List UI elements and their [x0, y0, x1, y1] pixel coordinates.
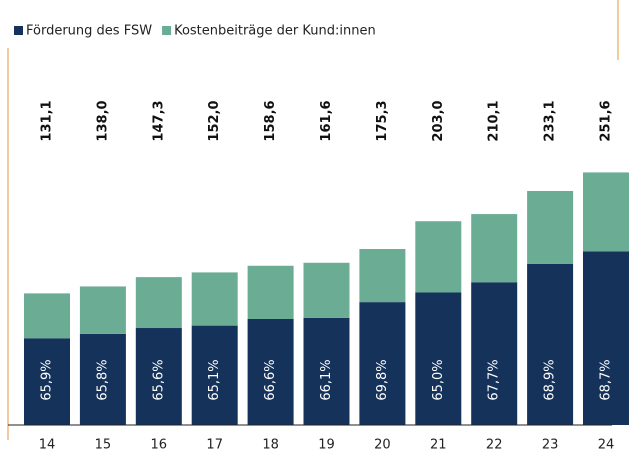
bar-segment [191, 325, 238, 425]
bar-segment [135, 328, 182, 425]
total-label: 175,3 [375, 100, 390, 141]
share-label: 69,8% [375, 359, 390, 400]
share-label: 66,6% [263, 359, 278, 400]
x-tick-label: 18 [262, 438, 279, 453]
x-tick-label: 15 [95, 438, 112, 453]
bar-segment [135, 277, 182, 329]
bar-segment [359, 249, 406, 303]
total-label: 251,6 [599, 100, 614, 141]
bar-segment [79, 286, 126, 334]
bar-segment [303, 262, 350, 318]
x-tick-label: 24 [598, 438, 615, 453]
x-tick-label: 16 [151, 438, 168, 453]
legend-label: Förderung des FSW [26, 24, 152, 39]
bar-segment [24, 293, 70, 339]
bar-segment [359, 302, 406, 425]
legend-swatch [162, 26, 172, 35]
share-label: 68,7% [599, 359, 614, 400]
share-label: 65,9% [40, 359, 55, 400]
share-label: 67,7% [487, 359, 502, 400]
legend-swatch [14, 26, 23, 35]
share-label: 65,1% [207, 359, 222, 400]
x-tick-label: 22 [486, 438, 503, 453]
legend-label: Kostenbeiträge der Kund:innen [174, 24, 376, 39]
bar-segment [527, 263, 574, 425]
total-label: 203,0 [431, 100, 446, 141]
share-label: 68,9% [543, 359, 558, 400]
total-label: 152,0 [207, 100, 222, 141]
x-tick-label: 19 [318, 438, 335, 453]
bar-segment [583, 251, 629, 425]
x-tick-label: 17 [206, 438, 223, 453]
total-label: 158,6 [263, 100, 278, 141]
total-label: 147,3 [151, 100, 166, 141]
bar-segment [527, 190, 574, 264]
share-label: 65,6% [151, 359, 166, 400]
bar-segment [247, 265, 294, 319]
bar-segment [471, 214, 518, 283]
x-tick-label: 23 [542, 438, 559, 453]
x-tick-label: 21 [430, 438, 447, 453]
bar-segment [79, 333, 126, 425]
total-label: 138,0 [95, 100, 110, 141]
share-label: 65,8% [95, 359, 110, 400]
bar-segment [24, 338, 70, 425]
bar-segment [303, 317, 350, 425]
x-tick-label: 20 [374, 438, 391, 453]
bar-segment [191, 272, 238, 326]
x-tick-label: 14 [39, 438, 56, 453]
total-label: 131,1 [40, 100, 55, 141]
bar-segment [471, 282, 518, 425]
bar-segment [415, 221, 462, 293]
total-label: 233,1 [543, 100, 558, 141]
total-label: 161,6 [319, 100, 334, 141]
total-label: 210,1 [487, 100, 502, 141]
bar-segment [583, 172, 629, 252]
share-label: 66,1% [319, 359, 334, 400]
bar-segment [415, 292, 462, 425]
bar-segment [247, 318, 294, 425]
share-label: 65,0% [431, 359, 446, 400]
